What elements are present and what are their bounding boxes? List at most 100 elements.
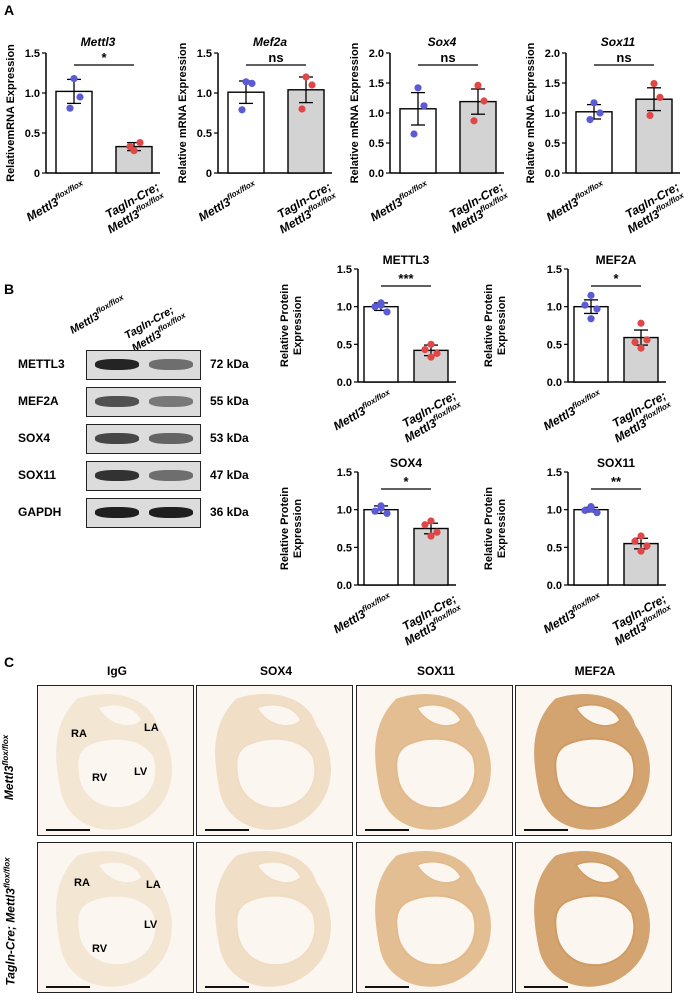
heart-section <box>375 694 491 830</box>
y-tick-label: 0.5 <box>25 128 40 140</box>
data-point <box>631 338 639 346</box>
atrium-lumen <box>574 704 621 727</box>
mrna-chart-sox4: Sox4 Relative mRNA Expression 0.0 0.5 1.0 1.5… <box>349 35 510 236</box>
data-point <box>308 81 316 89</box>
data-point <box>377 301 385 309</box>
chart-title: Sox4 <box>428 35 457 49</box>
data-point <box>136 139 144 147</box>
y-tick-label: 1.5 <box>337 264 352 276</box>
protein-chart-sox4: SOX4 Relative Protein Expression 0.0 0.5 1.0 1… <box>279 456 466 648</box>
y-tick-label: 1.0 <box>547 302 562 314</box>
x-label-ctrl: Mettl3flox/flox <box>330 387 395 433</box>
blot-strip <box>86 350 201 380</box>
western-blot: Mettl3flox/flox Tagln-Cre; Mettl3flox/flo… <box>0 280 270 540</box>
y-tick-label: 2.0 <box>545 48 560 60</box>
x-label-ko: Tagln-Cre;Mettl3flox/flox <box>270 179 341 236</box>
ihc-column-header: IgG <box>107 664 127 678</box>
y-tick-label: 0.5 <box>197 128 212 140</box>
heart-section <box>534 694 650 830</box>
ihc-image: RA LA RV LV <box>37 685 194 836</box>
data-point <box>66 104 74 112</box>
blot-band-ctrl <box>95 470 139 481</box>
data-point <box>242 78 250 86</box>
data-point <box>298 105 306 113</box>
data-point <box>631 537 639 545</box>
y-tick-label: 0.5 <box>369 138 384 150</box>
blot-band-ko <box>149 470 193 481</box>
y-tick-label: 1.0 <box>337 505 352 517</box>
bar-ctrl <box>55 90 93 174</box>
y-tick-label: 1.0 <box>369 108 384 120</box>
bar-ctrl <box>573 508 609 586</box>
y-tick-label: 1.0 <box>25 88 40 100</box>
data-point <box>427 517 435 525</box>
chamber-label-rv: RV <box>92 772 108 784</box>
panel-label-a: A <box>4 2 15 18</box>
protein-chart-sox11: SOX11 Relative Protein Expression 0.0 0.5 1.0… <box>483 456 673 648</box>
blot-strip <box>86 387 201 417</box>
y-axis-label: Relative Protein <box>483 487 495 570</box>
significance-label: * <box>101 50 107 65</box>
blot-band-ko <box>149 359 193 370</box>
blot-label: SOX11 <box>18 468 57 482</box>
x-label-ko: Tagln-Cre;Mettl3flox/flox <box>618 179 689 236</box>
heart-section <box>215 851 331 987</box>
y-tick-label: 0.5 <box>547 339 562 351</box>
blot-band-ctrl <box>95 433 139 444</box>
data-point <box>646 111 654 119</box>
lane-label-ctrl: Mettl3flox/flox <box>68 292 126 337</box>
y-axis-label: Relative Protein <box>279 487 291 570</box>
y-tick-label: 0.0 <box>369 168 384 180</box>
x-label-ko: Tagln-Cre;Mettl3flox/flox <box>395 388 466 445</box>
ventricle-lumen <box>235 737 317 810</box>
data-point <box>596 109 604 117</box>
ventricle-lumen <box>235 894 317 967</box>
y-axis-label: Relative Protein <box>279 284 291 367</box>
data-point <box>590 99 598 107</box>
atrium-lumen <box>96 861 143 884</box>
scale-bar <box>524 986 568 988</box>
panel-label-b: B <box>4 281 15 297</box>
data-point <box>302 73 310 81</box>
bar-ctrl <box>363 508 399 586</box>
ihc-column-header: SOX4 <box>259 664 292 678</box>
data-point <box>581 506 589 515</box>
atrium-lumen <box>415 704 462 727</box>
x-label-ctrl: Mettl3flox/flox <box>540 387 605 433</box>
heart-section <box>215 694 331 830</box>
chamber-label-rv: RV <box>92 943 108 955</box>
y-tick-label: 0 <box>206 168 212 180</box>
data-point <box>637 532 645 540</box>
x-label-ctrl: Mettl3flox/flox <box>367 178 432 224</box>
ihc-column-header: MEF2A <box>574 664 616 678</box>
chamber-label-la: LA <box>146 879 161 891</box>
y-tick-label: 0.0 <box>337 377 352 389</box>
data-point <box>433 349 441 357</box>
x-label-ko: Tagln-Cre;Mettl3flox/flox <box>395 591 466 648</box>
significance-label: *** <box>398 271 414 286</box>
data-point <box>470 117 478 125</box>
y-axis-label-line2: Expression <box>496 296 508 356</box>
mrna-chart-mettl3: Mettl3 RelativemRNA Expression 0 0.5 1.0 1.5 *… <box>5 35 166 236</box>
data-point <box>70 75 78 83</box>
x-label-ctrl: Mettl3flox/flox <box>330 590 395 636</box>
data-point <box>126 143 134 151</box>
scale-bar <box>205 986 249 988</box>
atrium-lumen <box>255 704 302 727</box>
bar-ctrl <box>227 91 265 174</box>
x-label-ctrl: Mettl3flox/flox <box>23 178 88 224</box>
data-point <box>433 528 441 536</box>
data-point <box>414 84 422 92</box>
data-point <box>643 336 651 344</box>
data-point <box>474 81 482 89</box>
ventricle-lumen <box>395 894 477 967</box>
ihc-image: RA LA RV LV <box>37 842 194 993</box>
ihc-image <box>515 842 672 993</box>
bar-ko <box>287 89 325 174</box>
significance-label: ** <box>611 474 622 489</box>
protein-chart-mettl3: METTL3 Relative Protein Expression 0.0 0.5 1.… <box>279 253 466 445</box>
blot-band-ctrl <box>95 507 139 518</box>
row-label-ctrl: Mettl3flox/flox <box>1 734 17 801</box>
chart-title: Mef2a <box>253 35 287 49</box>
blot-kda: 47 kDa <box>210 468 249 482</box>
